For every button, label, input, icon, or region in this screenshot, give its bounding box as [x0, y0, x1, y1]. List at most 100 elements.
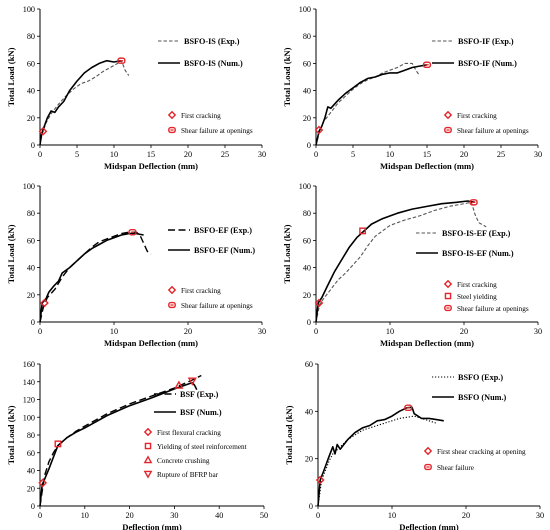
x-tick-label: 0: [38, 150, 42, 159]
series-line-0: [315, 201, 487, 323]
series-line-1: [39, 381, 198, 507]
series-line-1: [315, 64, 428, 146]
legend-label: BSFO-IF (Num.): [458, 59, 517, 68]
y-tick-label: 40: [27, 467, 35, 476]
series-line-0: [39, 374, 202, 507]
series-line-0: [39, 231, 152, 323]
x-tick-label: 30: [258, 327, 266, 336]
x-tick-label: 10: [110, 327, 118, 336]
event-marker-triangle-up: [174, 380, 184, 389]
y-tick-label: 60: [305, 360, 313, 369]
x-tick-label: 20: [460, 150, 468, 159]
event-marker-diamond: [38, 127, 48, 136]
y-axis-title: Total Load (kN): [6, 47, 16, 106]
event-legend-marker-triangle-up: [143, 455, 153, 464]
series-line-1: [317, 406, 444, 507]
event-legend-label: First cracking: [457, 112, 497, 120]
x-tick-label: 10: [386, 327, 394, 336]
x-axis-title: Deflection (mm): [399, 522, 459, 530]
event-marker-rounded: [128, 228, 137, 236]
event-legend-marker-diamond: [423, 446, 433, 456]
legend-label: BSFO-IF (Exp.): [458, 37, 514, 46]
y-tick-label: 0: [31, 141, 35, 150]
y-tick-label: 0: [307, 141, 311, 150]
x-tick-label: 30: [534, 327, 542, 336]
y-tick-label: 80: [27, 431, 35, 440]
y-tick-label: 0: [309, 502, 313, 511]
x-axis-title: Midspan Deflection (mm): [104, 338, 198, 348]
x-tick-label: 50: [260, 511, 268, 520]
x-tick-label: 0: [316, 511, 320, 520]
y-tick-label: 40: [303, 264, 311, 273]
event-marker-rounded: [117, 57, 126, 64]
y-tick-label: 20: [303, 114, 311, 123]
x-axis-title: Midspan Deflection (mm): [104, 161, 198, 171]
y-tick-label: 60: [27, 449, 35, 458]
chart-bsfo-ef: 0 10 20 30 0 20 40 60 80 100 Midspan Deflection (m…: [6, 182, 266, 348]
y-tick-label: 20: [27, 291, 35, 300]
chart-bsf: 0 10 20 30 40 50 0 20 40 60 80 100 120 140 160 Deflecti…: [6, 360, 268, 530]
x-tick-label: 5: [351, 150, 355, 159]
event-legend-label: Shear failure at openings: [457, 127, 529, 135]
x-tick-label: 30: [170, 511, 178, 520]
event-legend-marker-rounded: [424, 463, 432, 471]
event-legend-label: Shear failure at openings: [181, 127, 253, 135]
legend-label: BSFO-IS (Exp.): [184, 37, 240, 46]
y-tick-label: 160: [23, 360, 35, 369]
event-legend-marker-diamond: [167, 285, 177, 295]
chart-bsfo-if: 0 5 10 15 20 25 30 0 20 40 60 80 100 Midspan Deflecti…: [282, 5, 542, 171]
event-legend-marker-diamond: [143, 427, 153, 437]
y-tick-label: 60: [303, 236, 311, 245]
y-tick-label: 40: [27, 264, 35, 273]
x-tick-label: 30: [534, 150, 542, 159]
legend-label: BSF (Exp.): [180, 390, 219, 399]
y-tick-label: 60: [27, 59, 35, 68]
y-axis-title: Total Load (kN): [6, 224, 16, 283]
y-tick-label: 20: [305, 455, 313, 464]
y-axis-title: Total Load (kN): [282, 224, 292, 283]
event-legend-marker-rounded: [444, 126, 452, 134]
y-tick-label: 80: [303, 32, 311, 41]
x-tick-label: 0: [314, 327, 318, 336]
x-tick-label: 20: [462, 511, 470, 520]
x-tick-label: 15: [147, 150, 155, 159]
x-tick-label: 10: [388, 511, 396, 520]
event-legend-label: Rupture of BFRP bar: [157, 471, 219, 479]
event-marker-rounded: [422, 61, 432, 69]
x-axis-title: Midspan Deflection (mm): [380, 161, 474, 171]
x-tick-label: 20: [126, 511, 134, 520]
x-tick-label: 30: [536, 511, 544, 520]
y-tick-label: 0: [31, 318, 35, 327]
y-tick-label: 20: [27, 484, 35, 493]
x-tick-label: 10: [110, 150, 118, 159]
x-tick-label: 20: [460, 327, 468, 336]
y-tick-label: 80: [27, 32, 35, 41]
y-tick-label: 60: [27, 236, 35, 245]
event-legend-label: Shear failure: [437, 464, 474, 472]
series-line-0: [39, 60, 130, 146]
x-tick-label: 0: [314, 150, 318, 159]
legend-label: BSFO (Num.): [458, 393, 506, 402]
series-line-0: [315, 62, 421, 146]
event-legend-label: Concrete crushing: [157, 457, 210, 465]
event-marker-rounded: [404, 404, 413, 412]
x-tick-label: 10: [81, 511, 89, 520]
y-axis-title: Total Load (kN): [6, 405, 16, 464]
legend-label: BSFO-EF (Exp.): [194, 226, 252, 235]
series-line-0: [317, 415, 437, 507]
legend-label: BSFO-IS (Num.): [184, 59, 243, 68]
event-marker-diamond: [40, 298, 49, 308]
x-tick-label: 0: [38, 327, 42, 336]
y-axis-title: Total Load (kN): [282, 47, 292, 106]
x-tick-label: 40: [215, 511, 223, 520]
event-legend-label: Yielding of steel reinforcement: [157, 443, 247, 451]
event-marker-diamond: [314, 298, 324, 308]
event-marker-rounded: [469, 199, 478, 206]
legend-label: BSFO-EF (Num.): [194, 246, 255, 255]
event-marker-square: [54, 440, 62, 448]
series-line-1: [39, 232, 144, 323]
y-tick-label: 120: [23, 396, 35, 405]
event-marker-diamond: [315, 475, 325, 485]
event-legend-label: First flexural cracking: [157, 429, 221, 437]
x-tick-label: 0: [38, 511, 42, 520]
